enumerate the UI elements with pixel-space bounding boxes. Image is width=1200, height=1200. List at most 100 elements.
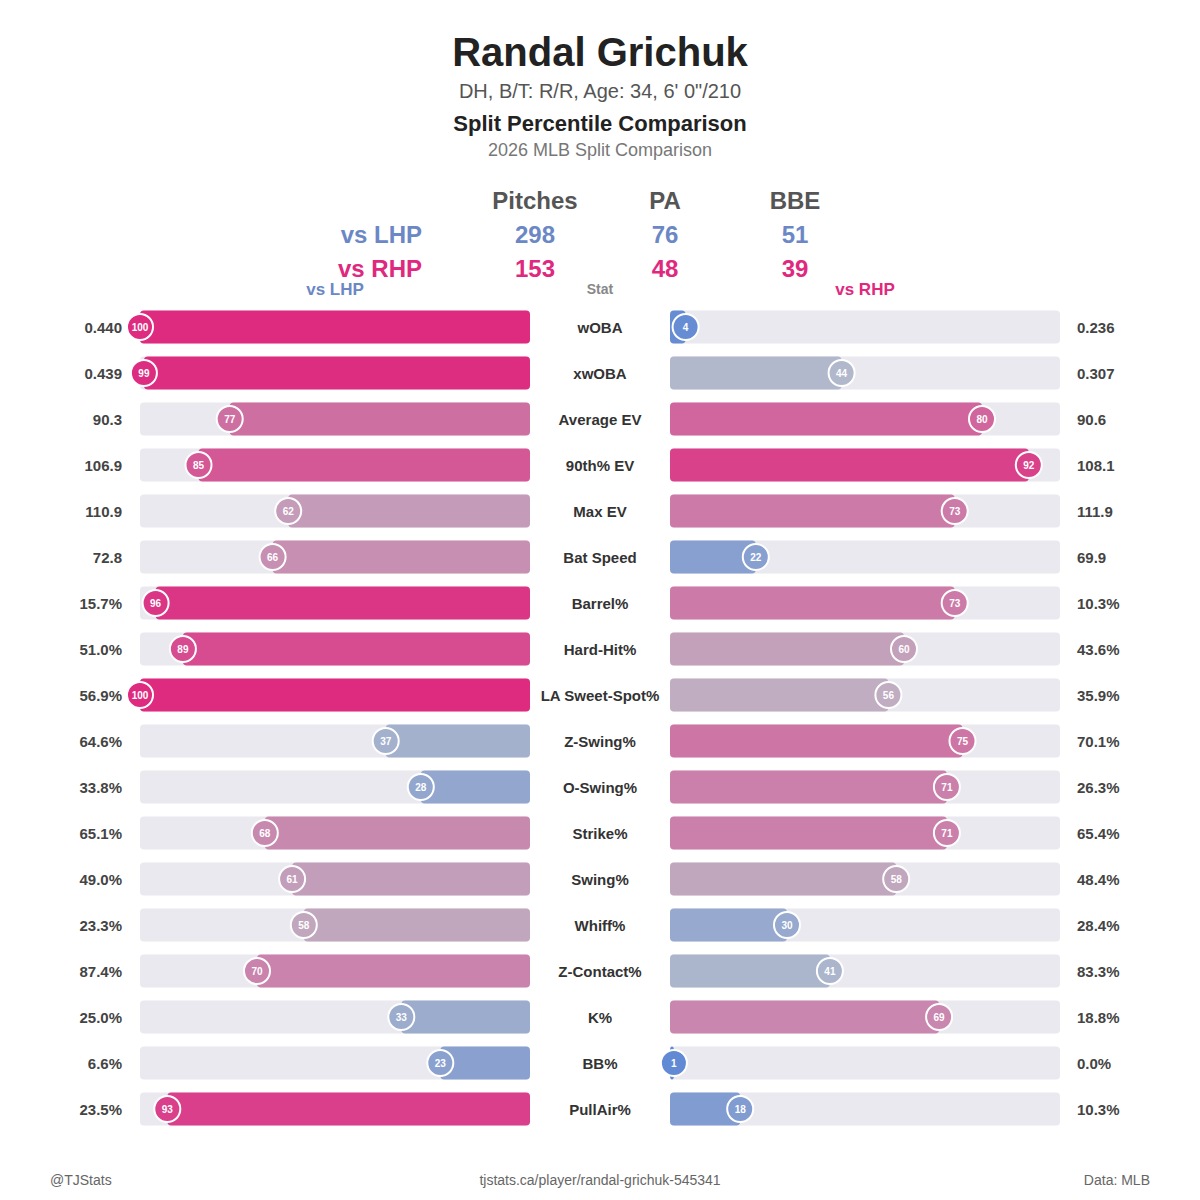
track [140,403,530,436]
track [140,449,530,482]
stat-value: 70.1% [1077,733,1120,750]
data-label: 4 [683,322,689,333]
data-label: 33 [396,1012,408,1023]
data-label: 28 [415,782,427,793]
percentile-badge [1016,452,1042,478]
bar [421,771,530,804]
badges-1: 4448092732273605675717158304169118 [661,314,1042,1122]
series-head: vs LHP [306,280,364,299]
data-label: 85 [193,460,205,471]
player-name: Randal Grichuk [452,30,748,74]
percentile-badge [427,1050,453,1076]
bar [273,541,530,574]
data-label: 61 [287,874,299,885]
percentile-badge [942,498,968,524]
bar [401,1001,530,1034]
tracks [140,311,1060,1126]
bar [670,955,830,988]
percentile-badge [727,1096,753,1122]
track [670,1047,1060,1080]
bar [670,587,955,620]
category-head: Stat [587,281,614,297]
stat-value: 33.8% [79,779,122,796]
data-label: 58 [298,920,310,931]
data-label: 70 [251,966,263,977]
data-label: 71 [941,782,953,793]
percentile-badge [186,452,212,478]
chart-subtitle: 2026 MLB Split Comparison [488,140,712,160]
stat-value: 65.1% [79,825,122,842]
track [140,817,530,850]
track [140,1093,530,1126]
track [140,1047,530,1080]
track [140,541,530,574]
track [670,633,1060,666]
percentile-badge [891,636,917,662]
data-label: 96 [150,598,162,609]
category-label: Barrel% [572,595,629,612]
percentile-badge [170,636,196,662]
category-label: Swing% [571,871,629,888]
stat-value: 69.9 [1077,549,1106,566]
bar [670,863,896,896]
percentile-badge [942,590,968,616]
track [670,863,1060,896]
data-label: 93 [162,1104,174,1115]
stat-value: 110.9 [85,503,122,520]
bar [199,449,531,482]
bar [265,817,530,850]
bar [670,679,888,712]
category-labels: wOBAxwOBAAverage EV90th% EVMax EVBat Spe… [541,319,660,1118]
track [670,449,1060,482]
track [670,311,1060,344]
data-label: 1 [671,1058,677,1069]
stat-value: 64.6% [79,733,122,750]
track [670,1001,1060,1034]
track [140,909,530,942]
percentile-badge [743,544,769,570]
category-label: BB% [582,1055,617,1072]
percentile-badge [388,1004,414,1030]
percentile-badge [127,314,153,340]
stat-value: 25.0% [79,1009,122,1026]
summary-cell: 51 [782,221,809,248]
category-label: Whiff% [575,917,626,934]
footer-url: tjstats.ca/player/randal-grichuk-545341 [479,1172,720,1188]
stat-value: 18.8% [1077,1009,1120,1026]
chart-root: Randal GrichukDH, B/T: R/R, Age: 34, 6' … [0,0,1200,1200]
percentile-badge [969,406,995,432]
bar [670,495,955,528]
stat-value: 23.5% [79,1101,122,1118]
category-label: PullAir% [569,1101,631,1118]
data-label: 58 [891,874,903,885]
stat-value: 49.0% [79,871,122,888]
percentile-badge [252,820,278,846]
bar [140,311,530,344]
data-label: 66 [267,552,279,563]
bar [230,403,530,436]
stat-value: 0.0% [1077,1055,1111,1072]
bars-0 [140,311,530,1126]
data-label: 23 [435,1058,447,1069]
series-head: vs RHP [835,280,895,299]
percentile-badge [373,728,399,754]
stat-value: 43.6% [1077,641,1120,658]
percentile-badge [127,682,153,708]
track [140,633,530,666]
percentile-badge [934,820,960,846]
stat-value: 111.9 [1077,503,1113,520]
category-label: wOBA [577,319,623,336]
track [140,311,530,344]
bar [670,1001,939,1034]
data-label: 75 [957,736,969,747]
track [670,1093,1060,1126]
stat-value: 72.8 [93,549,122,566]
chart-title: Split Percentile Comparison [453,111,746,136]
percentile-badge [244,958,270,984]
footer-handle: @TJStats [50,1172,112,1188]
bar [670,771,947,804]
bar [288,495,530,528]
track [670,771,1060,804]
bar [670,633,904,666]
stat-value: 28.4% [1077,917,1120,934]
